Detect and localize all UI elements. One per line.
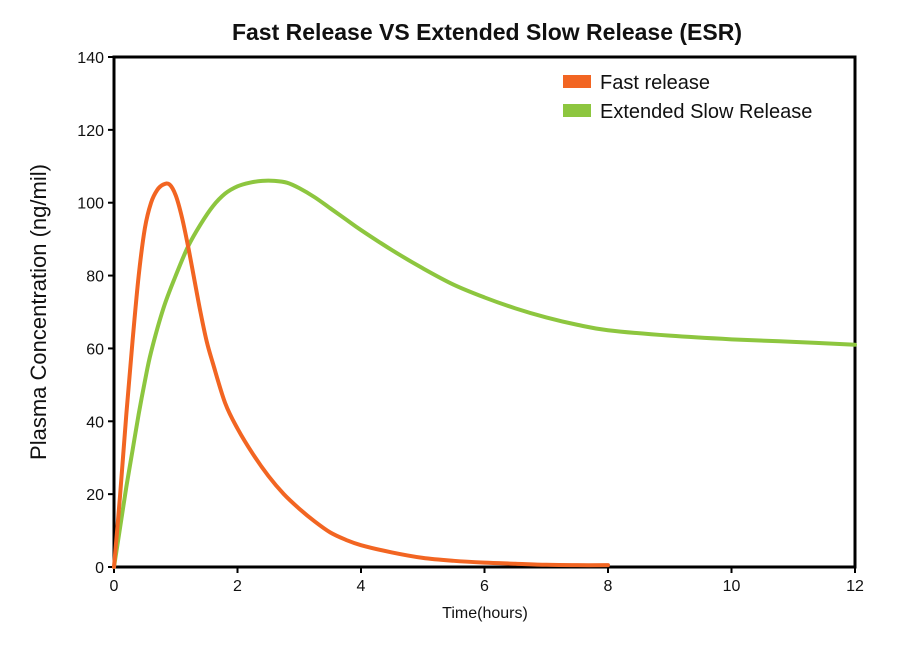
y-tick-label: 40 — [86, 414, 104, 431]
x-tick-label: 10 — [723, 578, 741, 595]
chart-title: Fast Release VS Extended Slow Release (E… — [232, 19, 742, 45]
x-tick-label: 12 — [846, 578, 864, 595]
legend-label: Fast release — [600, 72, 710, 94]
x-axis-title: Time(hours) — [442, 605, 528, 622]
x-axis: 0 2 4 6 8 10 12 — [110, 567, 864, 595]
y-tick-label: 100 — [77, 196, 104, 213]
y-tick-label: 20 — [86, 487, 104, 504]
x-tick-label: 0 — [110, 578, 119, 595]
x-tick-label: 6 — [480, 578, 489, 595]
x-tick-label: 8 — [604, 578, 613, 595]
x-tick-label: 4 — [357, 578, 366, 595]
series-line-extended-slow-release — [112, 178, 857, 569]
series-layer — [112, 178, 857, 569]
y-tick-label: 60 — [86, 341, 104, 358]
y-tick-label: 80 — [86, 269, 104, 286]
series-line-fast-release — [112, 181, 610, 569]
y-tick-label: 120 — [77, 123, 104, 140]
y-tick-label: 0 — [95, 560, 104, 577]
y-axis: 0 20 40 60 80 100 120 140 — [77, 50, 114, 577]
x-tick-label: 2 — [233, 578, 242, 595]
legend-swatch — [563, 75, 591, 88]
y-axis-title: Plasma Concentration (ng/mil) — [26, 164, 51, 460]
legend-swatch — [563, 104, 591, 117]
legend-label: Extended Slow Release — [600, 101, 812, 123]
legend: Fast release Extended Slow Release — [563, 72, 812, 123]
y-tick-label: 140 — [77, 50, 104, 67]
plot-frame — [112, 55, 857, 569]
